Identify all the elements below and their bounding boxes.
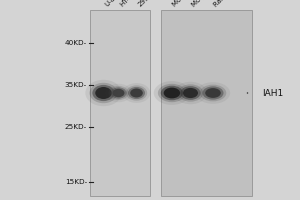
Text: 25KD-: 25KD- — [65, 124, 87, 130]
Ellipse shape — [85, 80, 122, 106]
Text: U-87MG: U-87MG — [103, 0, 127, 8]
Text: 35KD-: 35KD- — [65, 82, 87, 88]
Ellipse shape — [158, 84, 186, 102]
Ellipse shape — [183, 88, 198, 98]
Ellipse shape — [202, 86, 224, 100]
Ellipse shape — [205, 88, 221, 98]
Ellipse shape — [105, 84, 132, 102]
Ellipse shape — [174, 82, 207, 104]
Ellipse shape — [154, 81, 190, 105]
Ellipse shape — [128, 87, 145, 99]
Bar — [90, 10, 150, 196]
Text: 15KD-: 15KD- — [65, 179, 87, 185]
Ellipse shape — [112, 89, 124, 97]
Ellipse shape — [196, 82, 230, 104]
Ellipse shape — [108, 86, 129, 100]
Text: Mouse lung: Mouse lung — [190, 0, 223, 8]
Text: Rat spleen: Rat spleen — [213, 0, 243, 8]
Text: 40KD-: 40KD- — [65, 40, 87, 46]
Ellipse shape — [130, 88, 143, 98]
Ellipse shape — [200, 85, 226, 101]
Ellipse shape — [180, 86, 201, 100]
Ellipse shape — [164, 88, 180, 98]
Text: HT-29: HT-29 — [118, 0, 137, 8]
Text: Mouse liver: Mouse liver — [172, 0, 205, 8]
Ellipse shape — [126, 85, 147, 101]
Ellipse shape — [95, 87, 112, 99]
Ellipse shape — [161, 86, 183, 100]
Ellipse shape — [89, 83, 118, 103]
Ellipse shape — [178, 84, 203, 102]
Ellipse shape — [123, 83, 150, 103]
Text: IAH1: IAH1 — [262, 88, 284, 98]
Text: 293T: 293T — [136, 0, 153, 8]
Ellipse shape — [92, 85, 115, 101]
Ellipse shape — [110, 87, 127, 99]
Bar — [160, 10, 252, 196]
